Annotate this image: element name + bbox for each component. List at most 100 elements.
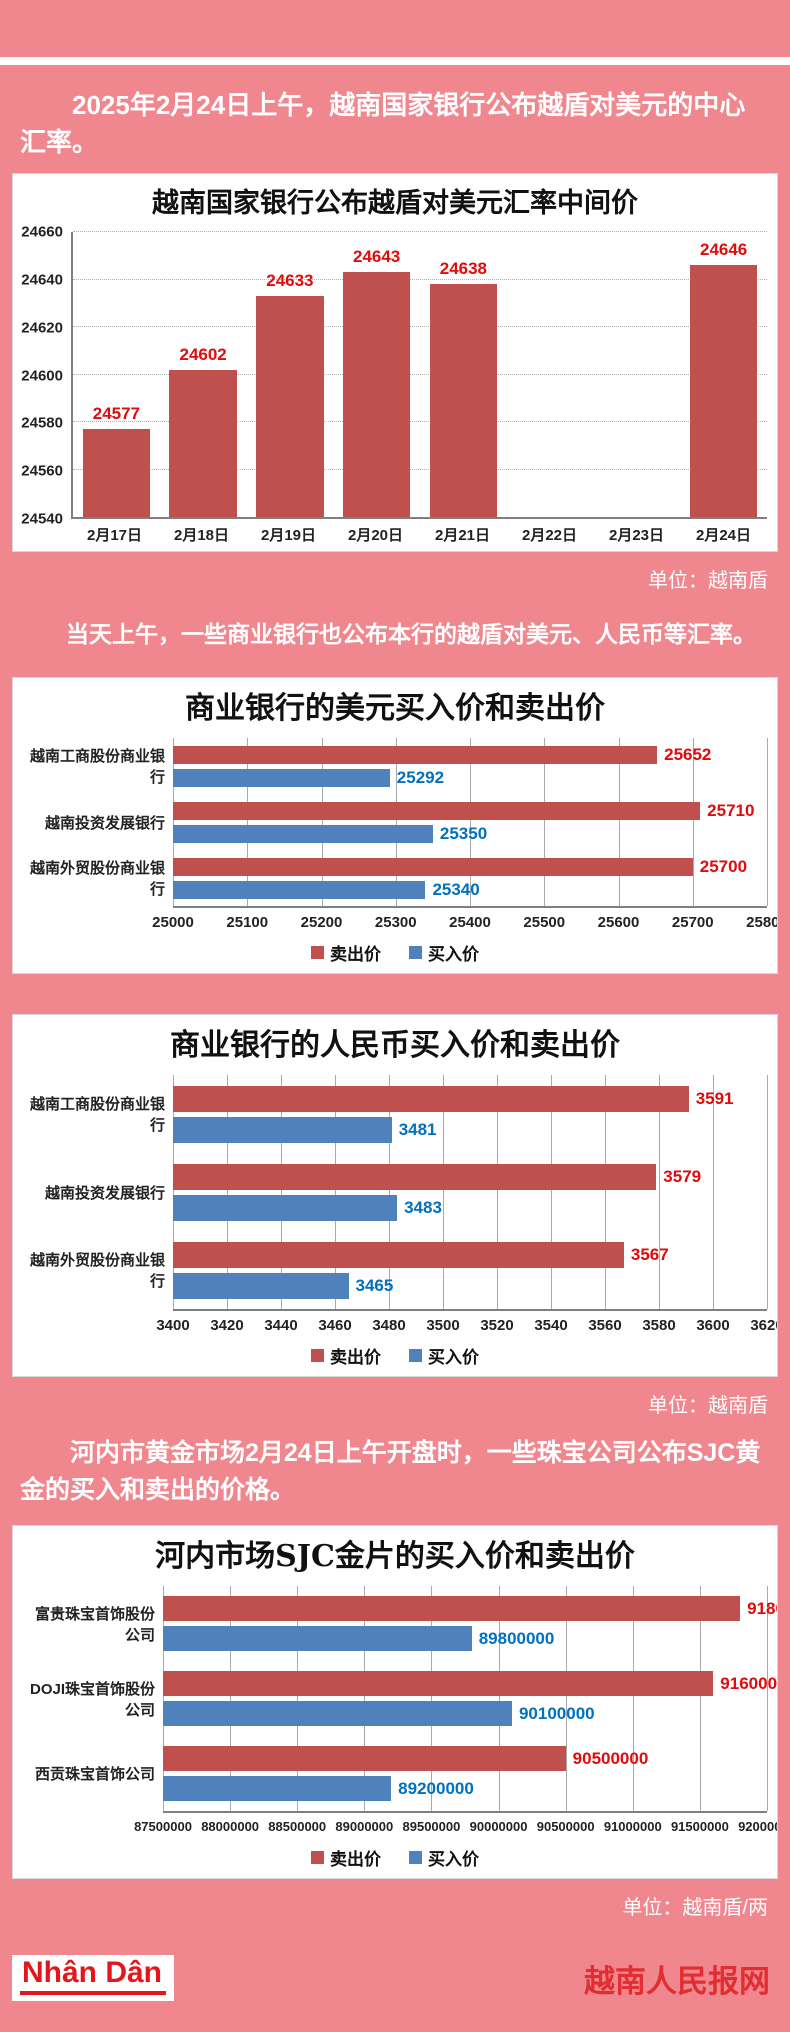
- category-axis: 越南工商股份商业银行 越南投资发展银行 越南外贸股份商业银行: [23, 738, 173, 908]
- gridline: [767, 738, 768, 906]
- buy-bar-line: 3481: [173, 1116, 767, 1143]
- gridline: [692, 738, 694, 906]
- legend-item-sell: 卖出价: [311, 1343, 381, 1368]
- x-axis-tick: 91000000: [603, 1819, 662, 1834]
- gridline: [230, 1586, 232, 1811]
- legend-label: 卖出价: [330, 1850, 381, 1869]
- buy-bar-line: 3483: [173, 1194, 767, 1221]
- plot-area: 25652 25292 25710 25350 25700 25340: [173, 738, 768, 908]
- sell-bar: [173, 1085, 689, 1112]
- x-axis-tick: 3460: [318, 1317, 352, 1334]
- gridline: [431, 1586, 433, 1811]
- buy-bar: [173, 1116, 392, 1143]
- gridline: [544, 738, 546, 906]
- gridline: [618, 738, 620, 906]
- x-axis-tick: 91500000: [670, 1819, 729, 1834]
- sell-bar-line: 25652: [173, 745, 767, 764]
- x-axis-tick: 25800: [746, 914, 777, 931]
- gridline: [443, 1075, 444, 1309]
- sell-bar-line: 3567: [173, 1241, 767, 1268]
- gridline: [73, 326, 767, 327]
- bar-value-label: 90100000: [518, 1703, 595, 1723]
- x-axis-tick: 2月17日: [86, 527, 143, 544]
- gridline: [767, 1075, 768, 1309]
- category-label: 富贵珠宝首饰股份公司: [34, 1605, 155, 1644]
- category-row: 25710 25350: [173, 794, 767, 850]
- gridline: [73, 421, 767, 422]
- bar-value-label: 3591: [695, 1088, 734, 1108]
- gold-market-paragraph: 河内市黄金市场2月24日上午开盘时，一些珠宝公司公布SJC黄金的买入和卖出的价格…: [20, 1439, 761, 1504]
- legend: 卖出价 买入价: [23, 1337, 767, 1370]
- x-axis-tick: 2月22日: [521, 527, 578, 544]
- gridline: [389, 1075, 390, 1309]
- buy-bar-line: 90100000: [163, 1701, 767, 1726]
- site-name: 越南人民报网: [584, 1963, 770, 1999]
- x-axis-tick: 3600: [696, 1317, 730, 1334]
- buy-bar: [173, 1272, 349, 1299]
- chart-title: 商业银行的人民币买入价和卖出价: [170, 1028, 620, 1063]
- x-axis-tick: 3440: [264, 1317, 298, 1334]
- x-axis-tick: 2月20日: [347, 527, 404, 544]
- sell-bar: [163, 1671, 714, 1696]
- y-axis-tick: 24640: [21, 271, 63, 289]
- gridline: [297, 1586, 299, 1811]
- category-row: 3567 3465: [173, 1231, 767, 1309]
- legend-item-sell: 卖出价: [311, 940, 381, 965]
- buy-bar-line: 25292: [173, 767, 767, 787]
- x-axis-tick: 88000000: [201, 1819, 260, 1834]
- bar: [429, 284, 498, 517]
- x-axis-tick: 25600: [597, 914, 640, 931]
- gridline: [565, 1586, 567, 1811]
- gridline: [470, 738, 471, 906]
- chart-usd-buy-sell: 商业银行的美元买入价和卖出价 越南工商股份商业银行 越南投资发展银行 越南外贸股份商业…: [12, 677, 778, 974]
- plot-area: 24577 24602 24633 24643 24638 24646: [71, 231, 767, 519]
- x-axis-tick: 3400: [156, 1317, 190, 1334]
- x-axis-tick: 2月23日: [608, 527, 665, 544]
- chart-title: 河内市场SJC金片的买入价和卖出价: [155, 1539, 635, 1574]
- bar-value-label: 25710: [707, 800, 755, 820]
- gridline: [713, 1075, 714, 1309]
- gridline: [632, 1586, 634, 1811]
- category-label: 西贡珠宝首饰公司: [34, 1766, 155, 1783]
- bar: [82, 429, 151, 517]
- sell-bar-line: 91600000: [163, 1671, 777, 1696]
- bar-value-label: 89200000: [398, 1778, 474, 1798]
- gridline: [364, 1586, 366, 1811]
- buy-bar-line: 3465: [173, 1272, 767, 1299]
- bar-value-label: 91800000: [747, 1598, 777, 1618]
- sell-bar: [173, 745, 658, 764]
- bar-value-label: 24646: [699, 240, 748, 260]
- legend-item-sell: 卖出价: [311, 1845, 381, 1870]
- gridline: [73, 373, 767, 375]
- sell-bar-line: 25700: [173, 857, 767, 876]
- x-axis-tick: 2月19日: [260, 527, 317, 544]
- x-axis-tick: 3420: [210, 1317, 244, 1334]
- gridline: [281, 1075, 282, 1309]
- buy-bar: [173, 1194, 398, 1221]
- x-axis-tick: 25400: [449, 914, 491, 931]
- x-axis-tick: 3520: [480, 1317, 514, 1334]
- unit-note-vnd-1: 单位：越南盾: [648, 570, 768, 592]
- x-axis-tick: 90500000: [536, 1819, 595, 1834]
- gridline: [395, 738, 397, 906]
- category-label: DOJI珠宝首饰股份公司: [29, 1680, 155, 1719]
- bar-value-label: 25340: [432, 879, 480, 899]
- gridline: [227, 1075, 228, 1309]
- y-axis-tick: 24560: [21, 462, 63, 480]
- gridline: [659, 1075, 660, 1309]
- x-axis-tick: 25300: [374, 914, 417, 931]
- x-axis-tick: 3540: [534, 1317, 568, 1334]
- nhandan-logo[interactable]: Nhân Dân: [12, 1955, 175, 2001]
- y-axis-tick: 24540: [21, 510, 63, 528]
- chart-plot-area: 越南工商股份商业银行 越南投资发展银行 越南外贸股份商业银行 3591 3481 3579…: [23, 1075, 768, 1311]
- x-axis-tick: 3500: [426, 1317, 460, 1334]
- bar-value-label: 25292: [396, 767, 445, 787]
- bar: [169, 369, 237, 517]
- sell-bar: [163, 1746, 566, 1771]
- legend-label: 卖出价: [330, 1348, 381, 1367]
- bar: [342, 272, 411, 517]
- category-row: 91800000 89800000: [163, 1586, 777, 1661]
- category-label: 越南外贸股份商业银行: [29, 1252, 165, 1290]
- gridline: [497, 1075, 498, 1309]
